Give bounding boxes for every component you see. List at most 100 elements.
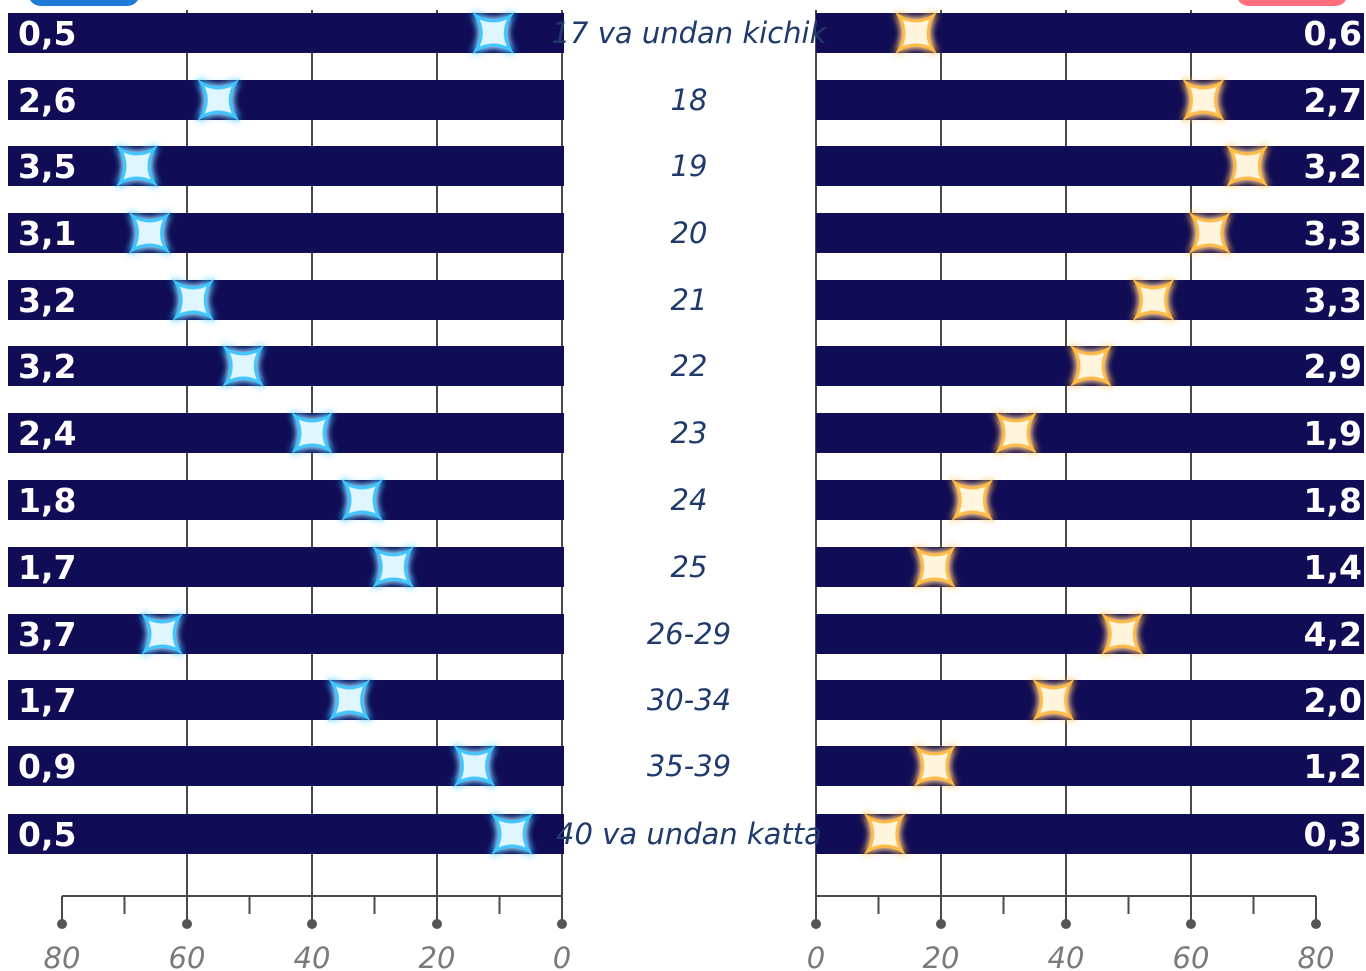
left-value-label: 2,4: [18, 414, 76, 453]
category-label: 35-39: [647, 749, 731, 783]
axes: 80 60 40 20 0 0 20 40 60 80: [44, 895, 1335, 971]
labels: 0,5 0,6 17 va undan kichik 2,6 2,7 18 3,5 3,2 19…: [18, 14, 1362, 854]
left-series-star: [222, 344, 265, 388]
right-value-label: 2,7: [1304, 81, 1362, 120]
x-tick-label-left: 40: [294, 941, 331, 971]
x-tick-dot-right: [811, 919, 821, 929]
category-label: 26-29: [647, 617, 731, 651]
left-series-star: [128, 211, 171, 255]
left-series-point: [222, 344, 265, 388]
category-label: 21: [671, 283, 708, 317]
x-tick-dot-right: [1061, 919, 1071, 929]
right-series-point: [1226, 144, 1269, 188]
x-tick-label-right: 20: [923, 941, 960, 971]
x-tick-label-right: 80: [1298, 941, 1335, 971]
x-tick-label-left: 20: [419, 941, 456, 971]
left-series-star: [197, 78, 240, 122]
category-label: 20: [671, 216, 708, 250]
right-value-label: 1,2: [1304, 747, 1362, 786]
left-series-point: [115, 144, 159, 188]
right-series-star: [863, 812, 906, 856]
left-value-label: 0,5: [18, 815, 76, 854]
left-series-star: [472, 11, 515, 55]
left-value-label: 3,2: [18, 281, 76, 320]
right-series-point: [1132, 278, 1175, 322]
left-series-star: [115, 144, 159, 188]
x-tick-label-left: 60: [169, 941, 206, 971]
right-value-label: 4,2: [1304, 615, 1362, 654]
right-series-point: [1032, 678, 1075, 722]
category-label: 19: [671, 149, 708, 183]
left-series-star: [140, 612, 184, 656]
left-series-star: [453, 744, 496, 788]
right-series-point: [1182, 78, 1225, 122]
left-series-point: [328, 678, 371, 722]
right-series-point: [1069, 344, 1113, 388]
left-value-label: 1,7: [18, 681, 76, 720]
left-series-point: [197, 78, 240, 122]
left-series-point: [472, 11, 515, 55]
x-tick-dot-left: [57, 919, 67, 929]
left-bar: [8, 814, 564, 854]
left-series-star: [372, 545, 415, 589]
left-series-star: [290, 411, 334, 455]
right-series-point: [951, 478, 994, 522]
category-label: 40 va undan katta: [556, 817, 822, 851]
left-series-point: [372, 545, 415, 589]
right-series-star: [894, 11, 938, 55]
left-value-label: 3,5: [18, 147, 76, 186]
left-value-label: 3,2: [18, 347, 76, 386]
x-tick-label-left: 0: [553, 941, 571, 971]
x-tick-dot-left: [182, 919, 192, 929]
category-label: 22: [671, 349, 708, 383]
left-value-label: 3,1: [18, 214, 76, 253]
category-label: 17 va undan kichik: [552, 16, 828, 50]
right-series-star: [1069, 344, 1113, 388]
x-tick-dot-left: [307, 919, 317, 929]
right-value-label: 1,9: [1304, 414, 1362, 453]
right-series-point: [894, 11, 938, 55]
right-series-star: [1182, 78, 1225, 122]
x-tick-label-right: 40: [1048, 941, 1085, 971]
right-value-label: 3,3: [1304, 281, 1362, 320]
right-series-star: [951, 478, 994, 522]
category-label: 30-34: [647, 683, 731, 717]
right-series-point: [994, 411, 1038, 455]
left-value-label: 3,7: [18, 615, 76, 654]
left-series-point: [340, 478, 384, 522]
legend-right-pill: [1238, 0, 1346, 6]
category-label: 25: [671, 550, 708, 584]
category-label: 18: [671, 83, 708, 117]
right-series-star: [1101, 612, 1144, 656]
left-series-star: [340, 478, 384, 522]
left-value-label: 2,6: [18, 81, 76, 120]
right-series-star: [1032, 678, 1075, 722]
left-value-label: 0,9: [18, 747, 76, 786]
left-series-star: [490, 812, 534, 856]
left-value-label: 1,8: [18, 481, 76, 520]
right-series-star: [994, 411, 1038, 455]
right-series-point: [1101, 612, 1144, 656]
markers: [115, 11, 1269, 856]
legend-left-pill: [30, 0, 138, 6]
left-series-point: [140, 612, 184, 656]
right-series-point: [863, 812, 906, 856]
left-series-point: [290, 411, 334, 455]
right-value-label: 3,2: [1304, 147, 1362, 186]
left-series-point: [490, 812, 534, 856]
right-series-star: [1226, 144, 1269, 188]
right-series-star: [1132, 278, 1175, 322]
left-value-label: 1,7: [18, 548, 76, 587]
right-value-label: 3,3: [1304, 214, 1362, 253]
x-tick-dot-right: [936, 919, 946, 929]
right-value-label: 0,6: [1304, 14, 1362, 53]
x-tick-label-right: 60: [1173, 941, 1210, 971]
right-value-label: 1,8: [1304, 481, 1362, 520]
left-series-star: [328, 678, 371, 722]
x-tick-dot-left: [432, 919, 442, 929]
x-tick-dot-left: [557, 919, 567, 929]
right-series-star: [913, 545, 956, 589]
right-series-star: [1188, 211, 1231, 255]
left-series-star: [172, 278, 215, 322]
